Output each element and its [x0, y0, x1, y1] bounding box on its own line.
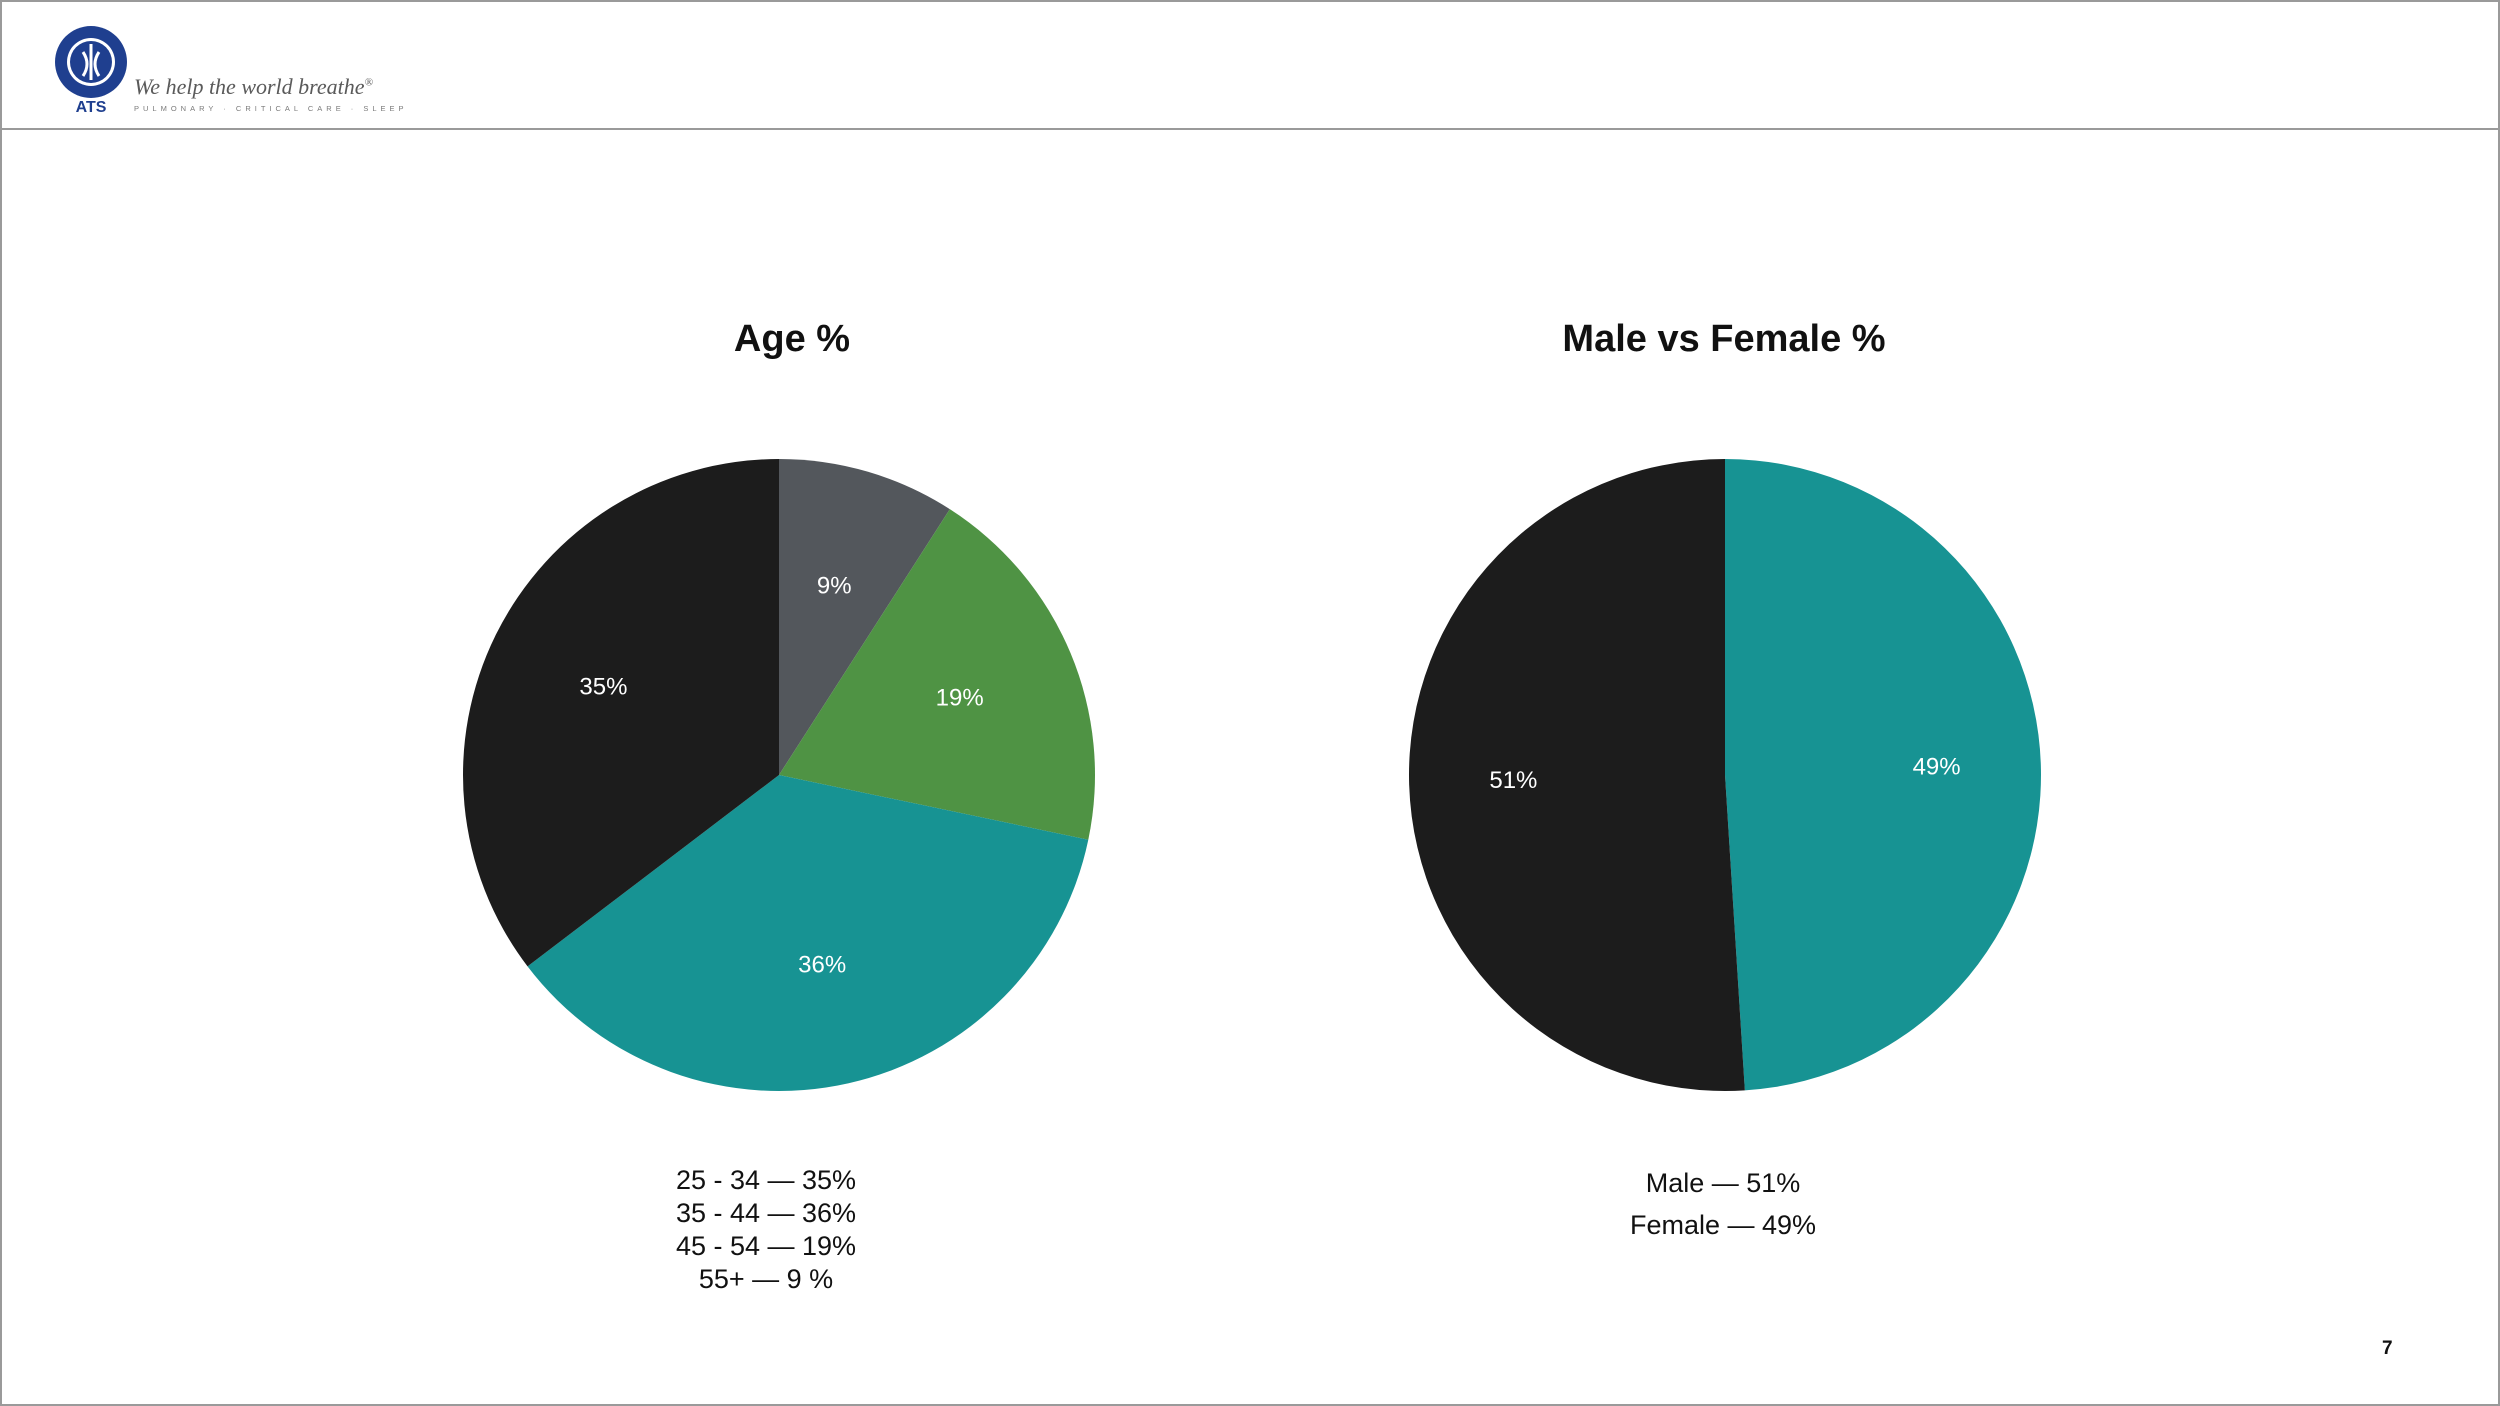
pie-slice-male [1408, 459, 1745, 1091]
ats-seal-logo: ATS [55, 26, 127, 116]
age-legend: 25 - 34 — 35% 35 - 44 — 36% 45 - 54 — 19… [676, 1164, 856, 1296]
age-legend-item-35-44: 35 - 44 — 36% [675, 1198, 857, 1228]
pie-data-label: 36% [798, 951, 846, 978]
gender-legend-item-male: Male — 51% [1645, 1168, 1801, 1198]
svg-text:ATS: ATS [76, 99, 107, 116]
pie-slice-55- [779, 459, 950, 775]
pie-data-label: 51% [1489, 767, 1537, 794]
age-legend-item-25-34: 25 - 34 — 35% [675, 1165, 857, 1195]
slide-header: ATS We help the world breathe® PULMONARY… [0, 0, 2500, 130]
age-legend-item-45-54: 45 - 54 — 19% [675, 1231, 857, 1261]
pie-slice-female [1725, 459, 2041, 1091]
gender-legend: Male — 51% Female — 49% [1630, 1162, 1816, 1246]
pie-slice-45-54 [779, 509, 1095, 840]
tagline: We help the world breathe® [134, 74, 373, 99]
gender-legend-item-female: Female — 49% [1629, 1210, 1817, 1240]
pie-data-label: 9% [817, 572, 852, 599]
page-number: 7 [2382, 1338, 2393, 1359]
pie-data-label: 35% [579, 673, 627, 700]
pie-slice-25-34 [462, 459, 779, 967]
tagline-subline: PULMONARY · CRITICAL CARE · SLEEP [134, 104, 408, 113]
pie-slice-35-44 [527, 775, 1089, 1091]
age-legend-item-55-plus: 55+ — 9 % [698, 1264, 834, 1294]
pie-data-label: 49% [1913, 754, 1961, 781]
age-chart-title: Age % [733, 318, 851, 360]
gender-chart-title: Male vs Female % [1562, 318, 1886, 360]
pie-data-label: 19% [936, 685, 984, 712]
